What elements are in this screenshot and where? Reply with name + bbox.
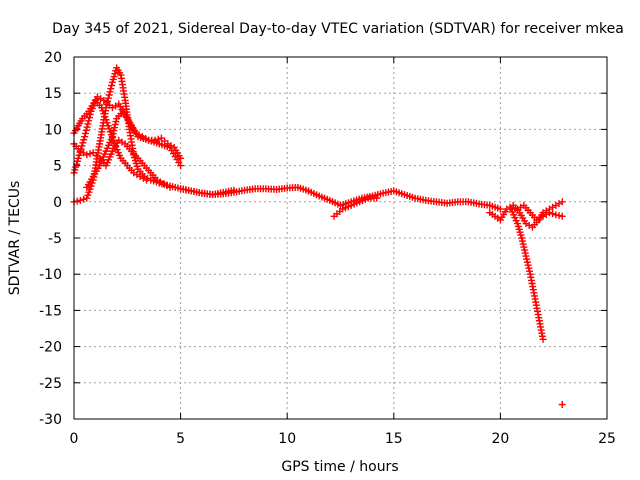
data-point xyxy=(373,194,381,202)
y-tick-label: -25 xyxy=(39,376,62,392)
data-point xyxy=(83,151,91,159)
y-tick-label: 15 xyxy=(44,86,62,102)
data-point xyxy=(142,176,150,184)
x-axis-label: GPS time / hours xyxy=(281,459,398,475)
y-axis-label: SDTVAR / TECUs xyxy=(7,181,23,296)
data-point xyxy=(79,139,87,147)
data-point xyxy=(108,82,116,90)
data-point xyxy=(545,209,553,217)
data-point xyxy=(177,154,185,162)
data-point xyxy=(82,126,90,134)
data-point xyxy=(558,212,566,220)
x-tick-label: 20 xyxy=(491,431,509,447)
y-tick-label: -15 xyxy=(39,303,62,319)
data-point xyxy=(151,136,159,144)
x-tick-label: 0 xyxy=(70,431,79,447)
y-tick-label: -10 xyxy=(39,267,62,283)
data-point xyxy=(539,335,547,343)
data-point xyxy=(73,197,81,205)
data-point xyxy=(76,196,84,204)
y-tick-label: 10 xyxy=(44,122,62,138)
data-point xyxy=(104,94,112,102)
data-point xyxy=(84,120,92,128)
data-point xyxy=(85,117,93,125)
y-tick-label: 5 xyxy=(53,159,62,175)
plot-frame xyxy=(73,56,608,420)
data-point xyxy=(106,88,114,96)
data-point xyxy=(558,401,566,409)
data-point xyxy=(154,135,162,143)
data-point xyxy=(81,129,89,137)
data-point xyxy=(80,136,88,144)
data-point xyxy=(86,150,94,158)
data-point xyxy=(107,85,115,93)
data-points xyxy=(70,64,566,409)
grid-lines xyxy=(74,57,607,419)
data-point xyxy=(549,210,557,218)
y-tick-label: -20 xyxy=(39,340,62,356)
x-tick-label: 15 xyxy=(385,431,403,447)
data-point xyxy=(105,91,113,99)
data-point xyxy=(558,198,566,206)
data-point xyxy=(177,162,185,170)
y-tick-label: -30 xyxy=(39,412,62,428)
data-point xyxy=(86,110,94,118)
y-tick-label: 0 xyxy=(53,195,62,211)
data-point xyxy=(85,114,93,122)
data-point xyxy=(81,133,89,141)
y-tick-label: 20 xyxy=(44,50,62,66)
x-tick-label: 25 xyxy=(598,431,616,447)
y-tick-label: -5 xyxy=(48,231,62,247)
data-point xyxy=(104,97,112,105)
data-point xyxy=(83,123,91,131)
data-point xyxy=(74,154,82,162)
data-point xyxy=(555,212,563,220)
chart-title: Day 345 of 2021, Sidereal Day-to-day VTE… xyxy=(52,21,624,37)
x-tick-label: 10 xyxy=(278,431,296,447)
data-point xyxy=(496,205,504,213)
x-tick-label: 5 xyxy=(176,431,185,447)
data-point xyxy=(166,183,174,191)
data-point xyxy=(75,151,83,159)
data-point xyxy=(552,211,560,219)
data-point xyxy=(80,195,88,203)
